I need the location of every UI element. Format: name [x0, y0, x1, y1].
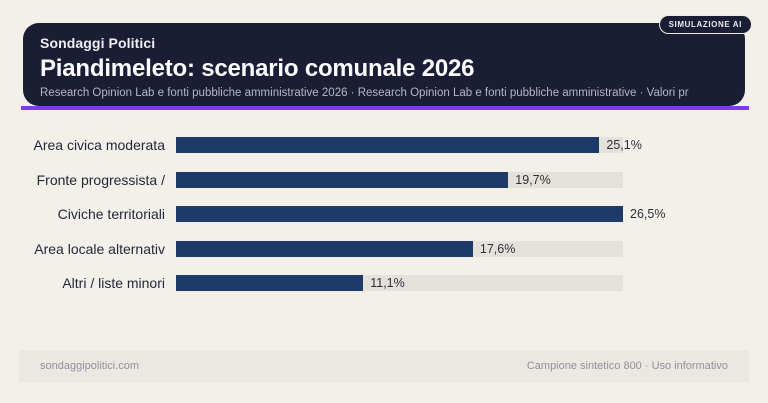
bar-value: 26,5%: [630, 207, 666, 222]
footer-site: sondaggipolitici.com: [40, 360, 140, 372]
source-subtitle: Research Opinion Lab e fonti pubbliche a…: [40, 87, 689, 99]
accent-strip: [21, 106, 749, 110]
row-label: Altri / liste minori: [62, 275, 165, 292]
ai-simulation-badge-label: SIMULAZIONE AI: [668, 20, 742, 29]
bar: [176, 275, 364, 292]
row-label: Area civica moderata: [33, 137, 165, 154]
page-title: Piandimeleto: scenario comunale 2026: [40, 55, 475, 82]
chart-row: Civiche territoriali 26,5%: [0, 197, 768, 232]
bar: [176, 206, 623, 223]
row-label: Civiche territoriali: [57, 206, 165, 223]
chart-row: Fronte progressista / 19,7%: [0, 163, 768, 198]
footer: sondaggipolitici.com Campione sintetico …: [19, 350, 749, 382]
bar-chart: Area civica moderata 25,1% Fronte progre…: [0, 128, 768, 301]
bar-track: 17,6%: [176, 240, 623, 257]
bar-track: 25,1%: [176, 137, 642, 154]
bar-value: 11,1%: [370, 276, 405, 291]
bar-track: 26,5%: [176, 206, 665, 223]
ai-simulation-badge: SIMULAZIONE AI: [658, 15, 752, 34]
chart-row: Area locale alternativ 17,6%: [0, 232, 768, 267]
row-label: Area locale alternativ: [34, 240, 165, 257]
bar: [176, 240, 473, 257]
row-label: Fronte progressista /: [36, 171, 165, 188]
chart-row: Altri / liste minori 11,1%: [0, 266, 768, 301]
brand-kicker: Sondaggi Politici: [40, 35, 156, 51]
bar-value: 25,1%: [606, 138, 642, 153]
bar-track: 11,1%: [176, 275, 623, 292]
footer-note: Campione sintetico 800 · Uso informativo: [526, 360, 728, 372]
header-card: Sondaggi Politici Piandimeleto: scenario…: [23, 23, 745, 106]
bar: [176, 171, 509, 188]
bar-track: 19,7%: [176, 171, 623, 188]
bar-value: 17,6%: [479, 241, 516, 256]
chart-row: Area civica moderata 25,1%: [0, 128, 768, 163]
bar-value: 19,7%: [515, 172, 551, 187]
bar: [176, 137, 600, 154]
